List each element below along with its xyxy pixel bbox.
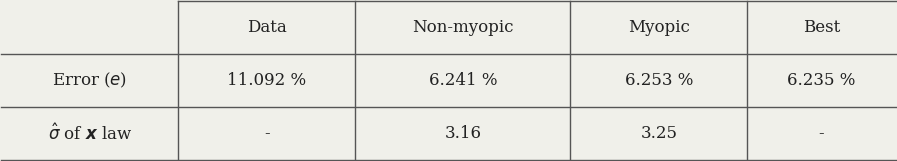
Text: Non-myopic: Non-myopic — [412, 19, 514, 36]
Text: -: - — [264, 125, 270, 142]
Text: 3.16: 3.16 — [444, 125, 482, 142]
Text: 6.253 %: 6.253 % — [624, 72, 693, 89]
Text: Error ($e$): Error ($e$) — [52, 71, 127, 90]
Text: Data: Data — [247, 19, 287, 36]
Text: 6.235 %: 6.235 % — [788, 72, 856, 89]
Text: 11.092 %: 11.092 % — [227, 72, 307, 89]
Text: 6.241 %: 6.241 % — [429, 72, 497, 89]
Text: 3.25: 3.25 — [640, 125, 677, 142]
Text: $\hat{\sigma}$ of $\boldsymbol{x}$ law: $\hat{\sigma}$ of $\boldsymbol{x}$ law — [48, 123, 132, 144]
Text: Best: Best — [803, 19, 840, 36]
Text: -: - — [819, 125, 824, 142]
Text: Myopic: Myopic — [628, 19, 690, 36]
